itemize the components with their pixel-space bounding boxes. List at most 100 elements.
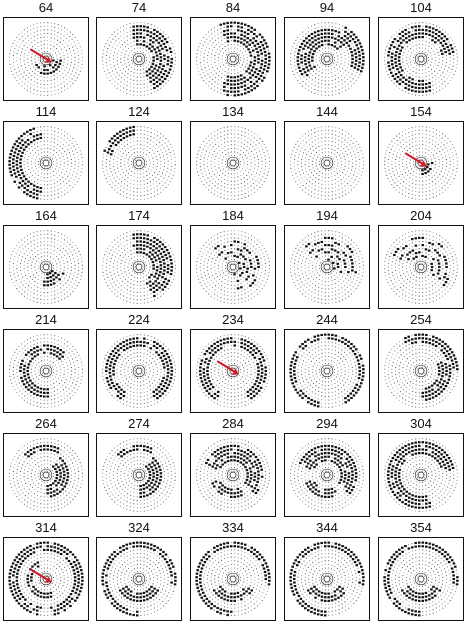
sample-dot	[354, 153, 356, 155]
sample-dot	[209, 144, 211, 146]
sample-dot	[261, 261, 263, 263]
sample-dot	[149, 147, 151, 149]
sample-dot	[140, 281, 142, 283]
sample-dot	[57, 192, 59, 194]
sample-dot	[268, 261, 270, 263]
sample-dot	[223, 168, 225, 170]
sample-dot	[198, 46, 200, 48]
retinal-map	[284, 121, 370, 205]
sample-dot	[453, 166, 454, 167]
sample-dot	[20, 269, 22, 271]
sample-dot	[41, 64, 43, 66]
sample-dot	[346, 50, 348, 52]
sample-dot	[415, 176, 417, 178]
sample-dot	[306, 171, 308, 172]
sample-dot	[143, 33, 145, 35]
sample-dot	[121, 72, 123, 74]
sample-dot	[59, 145, 61, 147]
sample-dot	[33, 236, 35, 238]
sample-dot	[332, 166, 334, 168]
sample-dot	[224, 71, 226, 72]
response-mark	[245, 70, 248, 73]
sample-dot	[144, 270, 146, 272]
response-mark	[250, 265, 253, 269]
sample-dot	[328, 180, 330, 182]
sample-dot	[223, 130, 225, 132]
response-mark	[149, 35, 153, 38]
sample-dot	[337, 55, 339, 57]
sample-dot	[418, 184, 420, 186]
sample-dot	[308, 269, 310, 271]
sample-dot	[433, 66, 434, 68]
sample-dot	[299, 187, 301, 188]
response-mark	[36, 189, 39, 192]
response-mark	[24, 178, 28, 181]
sample-dot	[428, 142, 430, 144]
sample-dot	[174, 164, 176, 166]
sample-dot	[354, 171, 356, 173]
sample-dot	[434, 63, 436, 65]
sample-dot	[136, 22, 138, 24]
sample-dot	[291, 67, 293, 69]
sample-dot	[260, 283, 262, 285]
sample-dot	[239, 50, 241, 52]
sample-dot	[106, 259, 108, 261]
sample-dot	[319, 161, 321, 162]
sample-dot	[54, 194, 56, 196]
sample-dot	[28, 259, 30, 261]
sample-dot	[36, 238, 38, 240]
sample-dot	[445, 158, 447, 161]
sample-dot	[50, 256, 52, 258]
sample-dot	[136, 91, 138, 93]
sample-dot	[109, 60, 111, 62]
sample-dot	[448, 145, 450, 147]
sample-dot	[348, 133, 350, 135]
sample-dot	[117, 291, 119, 293]
sample-dot	[70, 251, 72, 253]
sample-dot	[415, 44, 417, 46]
response-mark	[240, 78, 243, 81]
sample-dot	[127, 159, 129, 161]
sample-dot	[140, 51, 141, 53]
sample-dot	[199, 146, 201, 148]
sample-dot	[167, 157, 169, 159]
response-mark	[264, 42, 268, 45]
sample-dot	[355, 164, 357, 166]
sample-dot	[60, 87, 62, 89]
sample-dot	[410, 48, 412, 50]
response-mark	[226, 40, 230, 43]
response-mark	[407, 84, 411, 87]
sample-dot	[53, 182, 55, 184]
sample-dot	[324, 73, 326, 75]
sample-dot	[23, 253, 25, 255]
response-mark	[256, 73, 260, 76]
response-mark	[239, 74, 243, 77]
sample-dot	[50, 68, 51, 70]
sample-dot	[165, 291, 167, 292]
sample-dot	[17, 49, 19, 51]
sample-dot	[239, 66, 241, 68]
sample-dot	[162, 185, 164, 186]
sample-dot	[428, 38, 430, 40]
response-mark	[160, 247, 164, 251]
response-mark	[240, 26, 244, 29]
sample-dot	[112, 78, 114, 80]
sample-dot	[103, 257, 105, 259]
sample-dot	[322, 162, 324, 164]
sample-dot	[307, 131, 309, 133]
sample-dot	[227, 256, 229, 258]
response-mark	[226, 93, 229, 97]
sample-dot	[204, 49, 206, 51]
response-mark	[254, 39, 258, 43]
sample-dot	[200, 65, 202, 67]
sample-dot	[334, 282, 336, 284]
sample-dot	[226, 270, 228, 272]
sample-dot	[24, 79, 26, 81]
sample-dot	[309, 77, 310, 79]
sample-dot	[147, 168, 149, 170]
sample-dot	[139, 270, 141, 272]
sample-dot	[224, 250, 226, 252]
sample-dot	[160, 133, 162, 135]
sample-dot	[117, 37, 119, 39]
sample-dot	[436, 25, 438, 27]
